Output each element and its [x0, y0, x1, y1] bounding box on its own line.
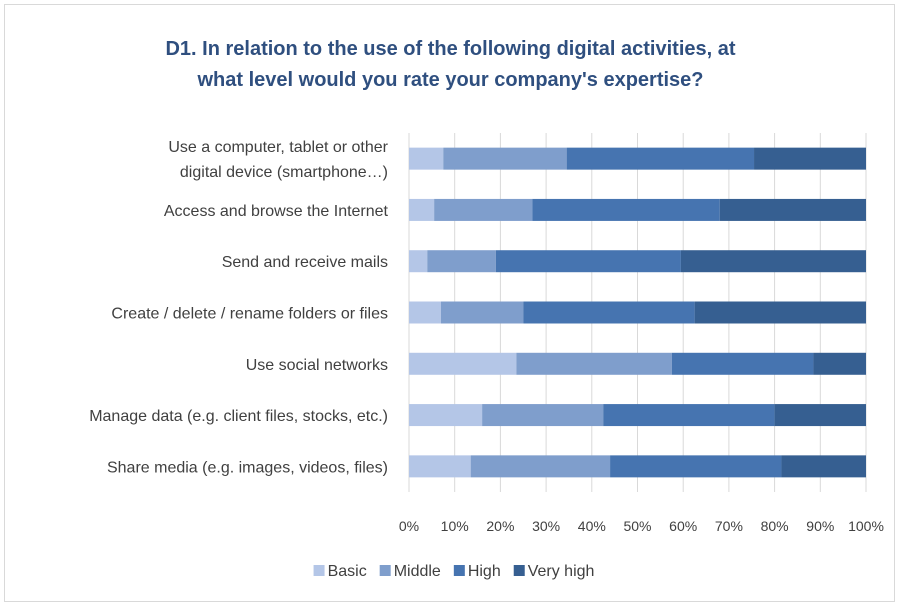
x-axis-ticks: 0% 10% 20% 30% 40% 50% 60% 70% 80% 90% 100%	[399, 518, 884, 534]
x-tick-label: 70%	[715, 518, 743, 534]
category-label: Send and receive mails	[222, 254, 388, 271]
bar-segment-very-high	[680, 250, 866, 273]
x-tick-label: 10%	[441, 518, 469, 534]
category-label: Use a computer, tablet or other	[168, 139, 388, 156]
legend-label: Very high	[528, 563, 595, 580]
bar-segment-middle	[516, 352, 672, 375]
chart-title-line-2: what level would you rate your company's…	[197, 69, 704, 91]
bar-segment-high	[532, 198, 720, 221]
bar-segment-high	[523, 301, 695, 324]
bar-segment-very-high	[774, 404, 866, 427]
legend-label: Middle	[394, 563, 441, 580]
bar-segment-middle	[470, 455, 611, 478]
bar-segment-middle	[443, 147, 567, 170]
x-tick-label: 0%	[399, 518, 419, 534]
legend-label: High	[468, 563, 501, 580]
bar-segment-basic	[409, 147, 444, 170]
category-label: Manage data (e.g. client files, stocks, …	[89, 408, 388, 425]
bar-segment-middle	[482, 404, 604, 427]
legend-swatch	[513, 565, 525, 576]
x-tick-label: 40%	[578, 518, 606, 534]
bar-segment-high	[610, 455, 782, 478]
bar-segment-middle	[427, 250, 496, 273]
bar-segment-basic	[409, 455, 471, 478]
x-tick-label: 20%	[486, 518, 514, 534]
x-tick-label: 50%	[623, 518, 651, 534]
bar-segment-very-high	[813, 352, 866, 375]
bar-segment-high	[495, 250, 681, 273]
legend: Basic Middle High Very high	[313, 563, 595, 580]
legend-label: Basic	[328, 563, 367, 580]
category-label: digital device (smartphone…)	[180, 164, 388, 181]
chart-title: D1. In relation to the use of the follow…	[0, 34, 901, 96]
category-label: Share media (e.g. images, videos, files)	[107, 459, 388, 476]
bar-segment-middle	[440, 301, 524, 324]
x-tick-label: 80%	[761, 518, 789, 534]
bar-segment-basic	[409, 250, 428, 273]
bar-segment-basic	[409, 198, 435, 221]
bar-segment-basic	[409, 352, 517, 375]
x-tick-label: 60%	[669, 518, 697, 534]
category-label: Create / delete / rename folders or file…	[111, 306, 388, 323]
bar-segment-middle	[434, 198, 533, 221]
bar-segment-high	[603, 404, 775, 427]
bar-segment-very-high	[694, 301, 866, 324]
x-tick-label: 30%	[532, 518, 560, 534]
bar-segment-basic	[409, 404, 483, 427]
bar-segment-basic	[409, 301, 441, 324]
bar-segment-very-high	[719, 198, 866, 221]
bars	[409, 147, 866, 478]
bar-segment-very-high	[781, 455, 866, 478]
category-labels: Use a computer, tablet or other digital d…	[89, 139, 388, 476]
legend-swatch	[379, 565, 391, 576]
category-label: Access and browse the Internet	[164, 203, 389, 220]
chart-title-line-1: D1. In relation to the use of the follow…	[165, 38, 736, 60]
bar-segment-high	[566, 147, 755, 170]
x-tick-label: 100%	[848, 518, 884, 534]
x-tick-label: 90%	[806, 518, 834, 534]
legend-swatch	[453, 565, 465, 576]
category-label: Use social networks	[246, 357, 388, 374]
bar-segment-high	[671, 352, 814, 375]
legend-swatch	[313, 565, 325, 576]
bar-segment-very-high	[754, 147, 866, 170]
